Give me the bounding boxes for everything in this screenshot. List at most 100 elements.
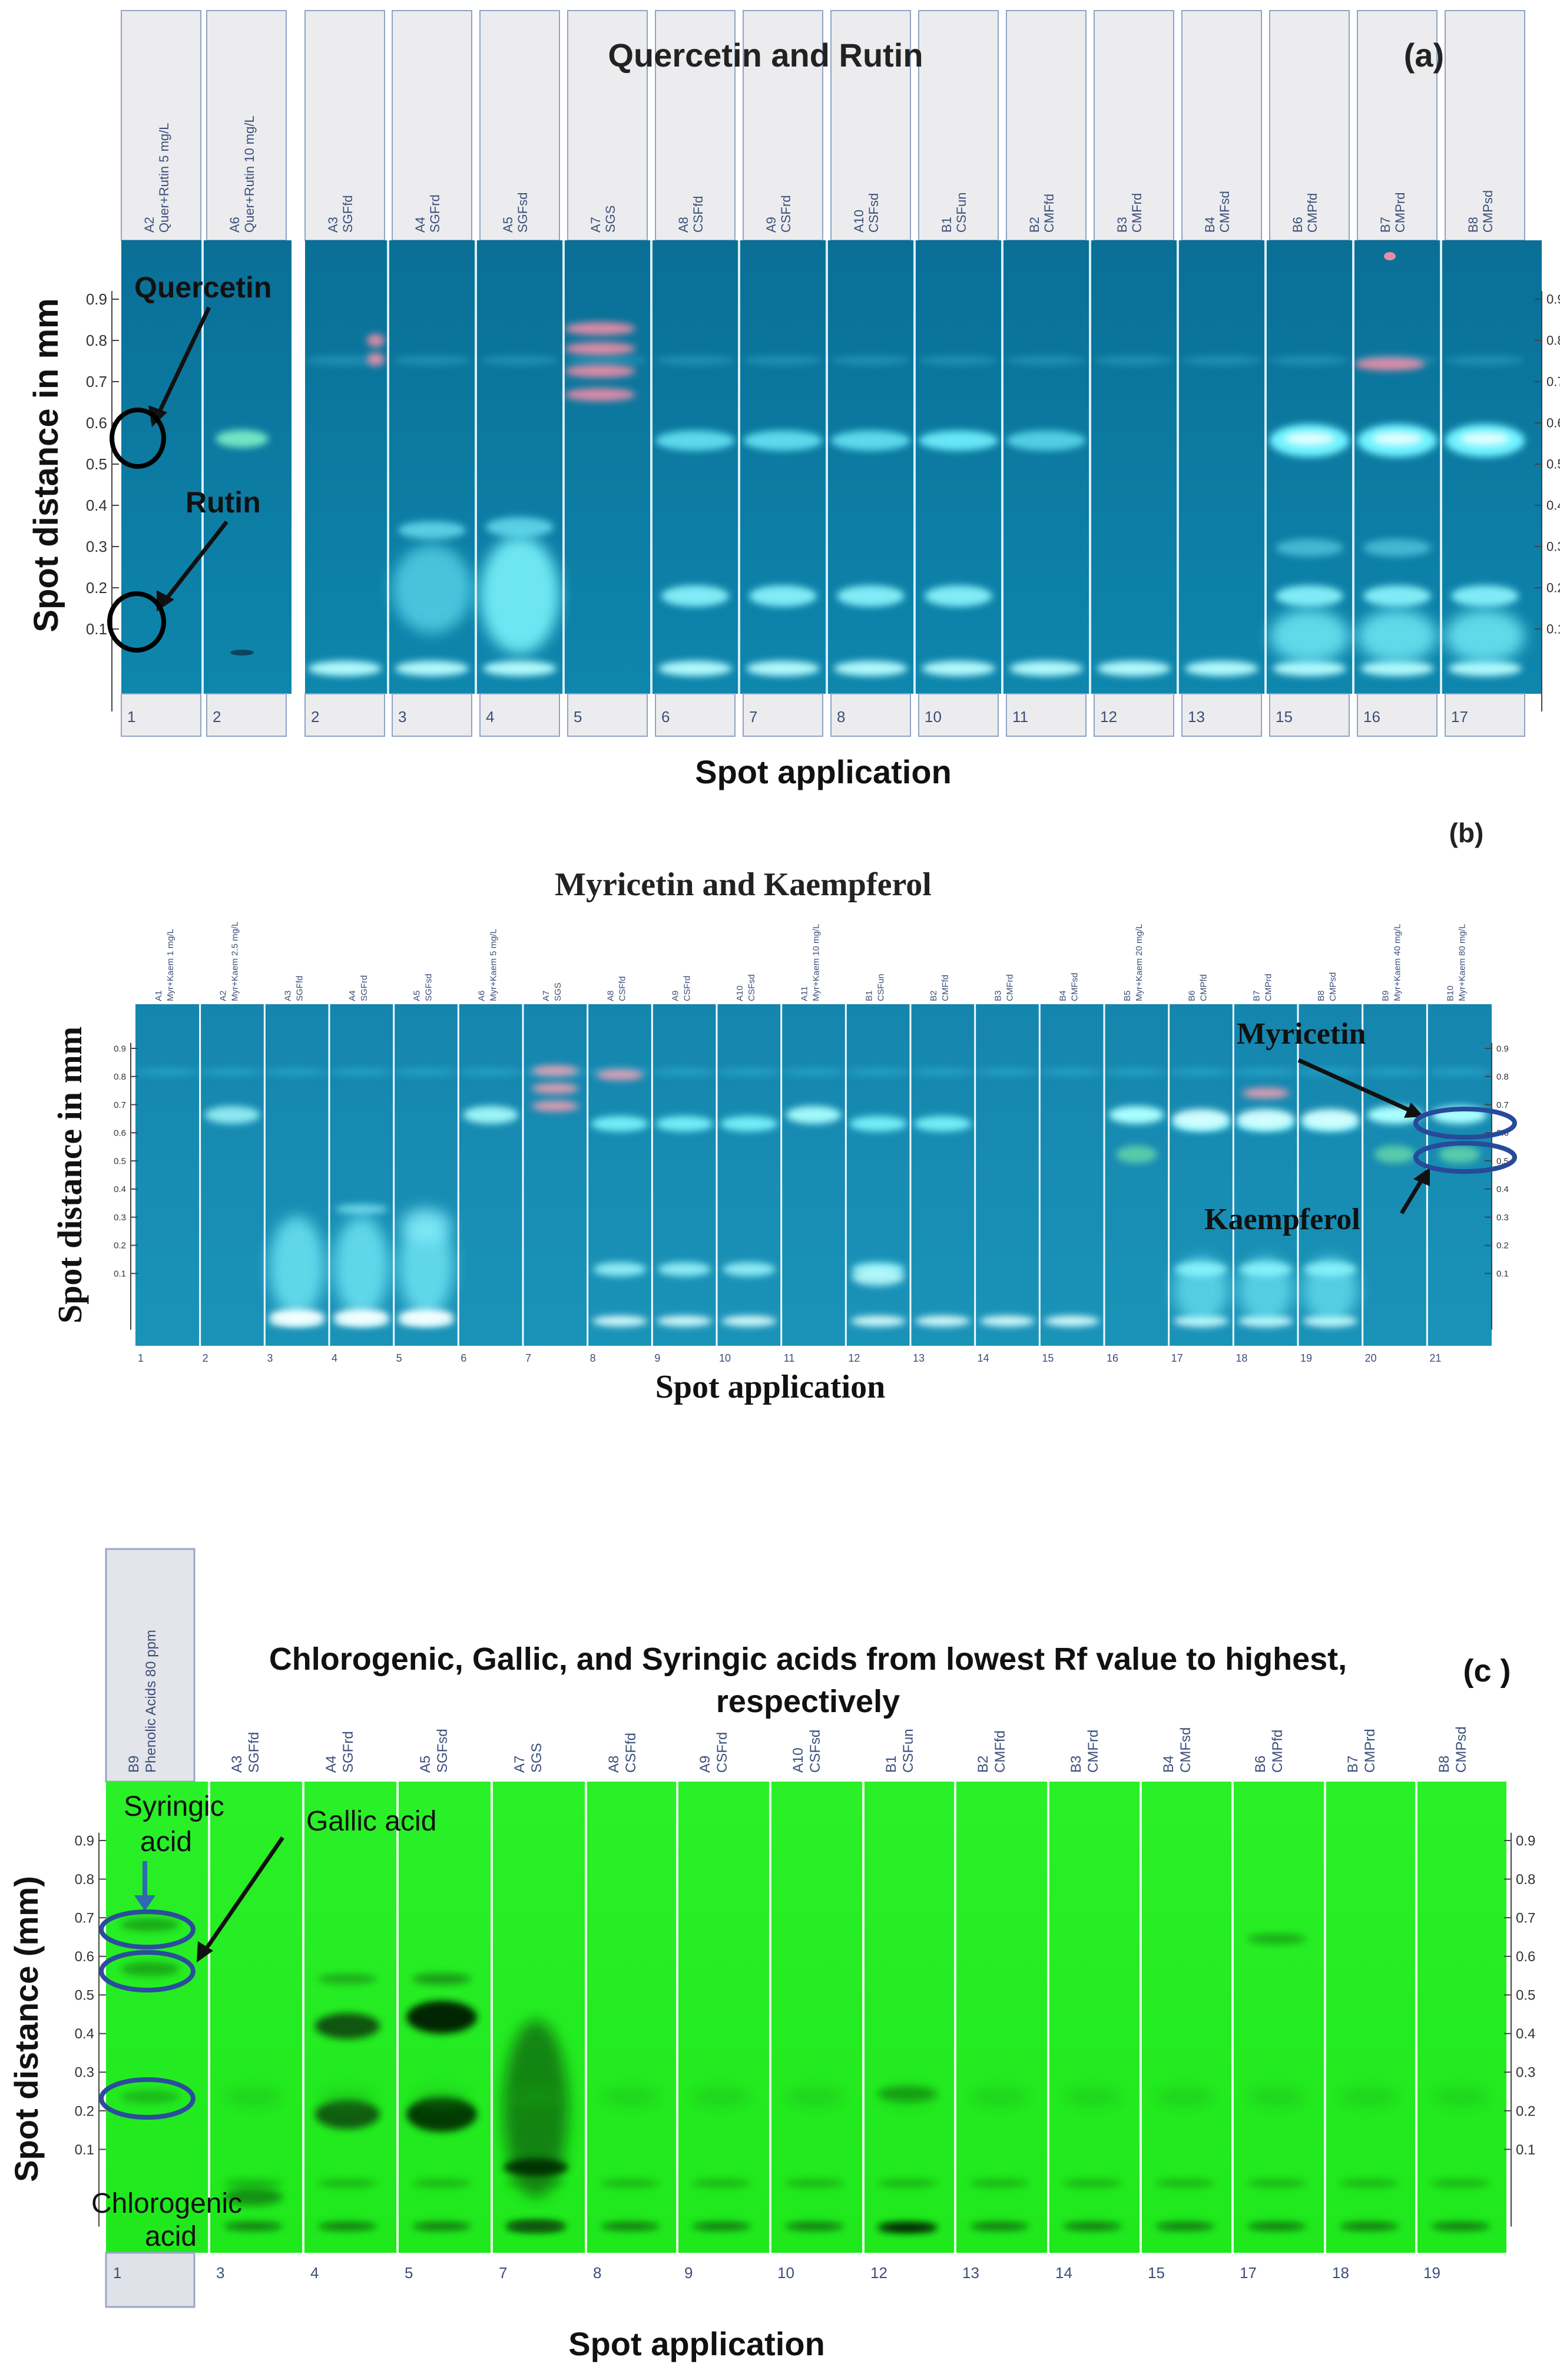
track-header	[304, 10, 385, 241]
track-number: 4	[486, 708, 494, 726]
track-sample: SGFrd	[359, 975, 369, 1001]
track-header	[1181, 10, 1262, 241]
smear	[1173, 1257, 1229, 1322]
track-sample: CMFsd	[1069, 973, 1079, 1001]
smear	[1357, 610, 1437, 663]
rutin-annotation: Rutin	[107, 486, 261, 653]
quercetin-arrow	[155, 306, 211, 416]
origin-band	[224, 2222, 283, 2230]
panel-c-right-tick-label: 0.4	[1516, 2026, 1535, 2042]
faint-band	[692, 2179, 751, 2187]
track-header	[392, 10, 472, 241]
track-sample: CMPrd	[1362, 1729, 1378, 1773]
track-name: B3	[1115, 217, 1130, 233]
track-sample: CSFsd	[807, 1730, 823, 1773]
track-number: 12	[1100, 708, 1117, 726]
track-number: 20	[1365, 1352, 1377, 1364]
track-sample: CSFun	[900, 1729, 916, 1773]
track-header	[479, 10, 560, 241]
solvent-front	[1362, 1068, 1427, 1076]
track-header	[1445, 10, 1525, 241]
track-name: A9	[764, 217, 779, 233]
smear	[399, 1207, 453, 1243]
panel-c-left-tick-label: 0.6	[75, 1949, 94, 1965]
origin-band	[692, 2222, 751, 2230]
panel-c-right-tick-label: 0.6	[1516, 1949, 1535, 1965]
lower-band	[1276, 539, 1343, 557]
panel-a-track-headers: A2 Quer+Rutin 5 mg/L A6 Quer+Rutin 10 mg/L A…	[121, 10, 1525, 241]
track-number: 4	[332, 1352, 337, 1364]
track-sample: SGFfd	[246, 1732, 262, 1773]
origin-band	[746, 661, 820, 676]
origin-band	[1155, 2222, 1214, 2230]
origin-band	[1431, 2222, 1490, 2230]
track-sample: CMPsd	[1453, 1726, 1469, 1773]
origin-band	[395, 661, 469, 676]
solvent-front	[1233, 1068, 1299, 1076]
track-number: 5	[574, 708, 582, 726]
panel-b-right-tick-label: 0.9	[1496, 1044, 1509, 1054]
origin-band	[658, 661, 732, 676]
faint-band	[224, 2188, 283, 2206]
track-number: 3	[267, 1352, 273, 1364]
origin-band	[878, 2223, 937, 2233]
faint-band	[318, 2088, 377, 2106]
panel-a-right-tick-label: 0.7	[1546, 375, 1560, 389]
panel-b-label: (b)	[1449, 817, 1484, 848]
track-number: 14	[978, 1352, 989, 1364]
track-name: A10	[735, 985, 745, 1001]
panel-c-right-tick-label: 0.8	[1516, 1872, 1535, 1888]
solvent-front	[975, 1068, 1040, 1076]
gallic-band	[121, 1962, 180, 1976]
solvent-front	[1006, 356, 1086, 365]
panel-b-left-tick-label: 0.1	[114, 1269, 126, 1279]
myricetin-circle	[1413, 1107, 1517, 1140]
origin-band	[979, 1316, 1035, 1326]
smear	[1445, 610, 1525, 663]
panel-a-right-tick-label: 0.5	[1546, 457, 1560, 472]
track-sample: CMPrd	[1393, 193, 1407, 233]
track-name: B3	[993, 991, 1003, 1001]
dark-band	[315, 2013, 380, 2039]
track-header	[1006, 10, 1087, 241]
quercetin-annotation: Quercetin	[110, 271, 271, 469]
smear	[392, 545, 472, 633]
rutin-arrow	[163, 520, 228, 603]
panel-a-right-tick-label: 0.4	[1546, 498, 1560, 513]
smear	[269, 1216, 324, 1316]
track-name: B1	[883, 1756, 899, 1773]
myricetin-band	[204, 1106, 260, 1124]
track-number: 7	[525, 1352, 531, 1364]
panel-b-left-tick-label: 0.4	[114, 1184, 126, 1194]
track-name: B3	[1068, 1756, 1084, 1773]
track-name: A3	[229, 1756, 245, 1773]
track-name: B9	[1381, 991, 1391, 1001]
lower-band	[749, 585, 817, 607]
track-name: B7	[1378, 217, 1393, 233]
track-name: B6	[1253, 1756, 1268, 1773]
track-footer	[479, 693, 560, 737]
rf-band	[720, 1116, 778, 1131]
track-sample: CSFrd	[779, 195, 793, 233]
pink-band	[596, 1070, 644, 1080]
track-number: 3	[398, 708, 406, 726]
track-number: 1	[138, 1352, 144, 1364]
track-name: A7	[512, 1756, 528, 1773]
faint-band	[785, 2179, 844, 2187]
faint-band	[1063, 2179, 1122, 2187]
track-name: A8	[606, 991, 616, 1001]
track-number: 13	[962, 2264, 979, 2282]
panel-a-label: (a)	[1404, 37, 1444, 74]
track-number: 8	[837, 708, 845, 726]
lower-band	[1363, 539, 1431, 557]
faint-band	[1247, 2088, 1306, 2106]
faint-band	[1155, 2179, 1214, 2187]
track-sample: CMFfd	[992, 1730, 1008, 1773]
faint-band	[1247, 2179, 1306, 2187]
panel-a-left-axis: 0.9 0.8 0.7 0.6 0.5 0.4 0.3 0.2 0.1	[86, 290, 119, 711]
faint-band	[601, 2179, 660, 2187]
panel-a-left-tick-label: 0.2	[86, 579, 107, 597]
origin-band	[601, 2222, 660, 2230]
myricetin-band	[786, 1106, 842, 1124]
track-number: 4	[310, 2264, 319, 2282]
